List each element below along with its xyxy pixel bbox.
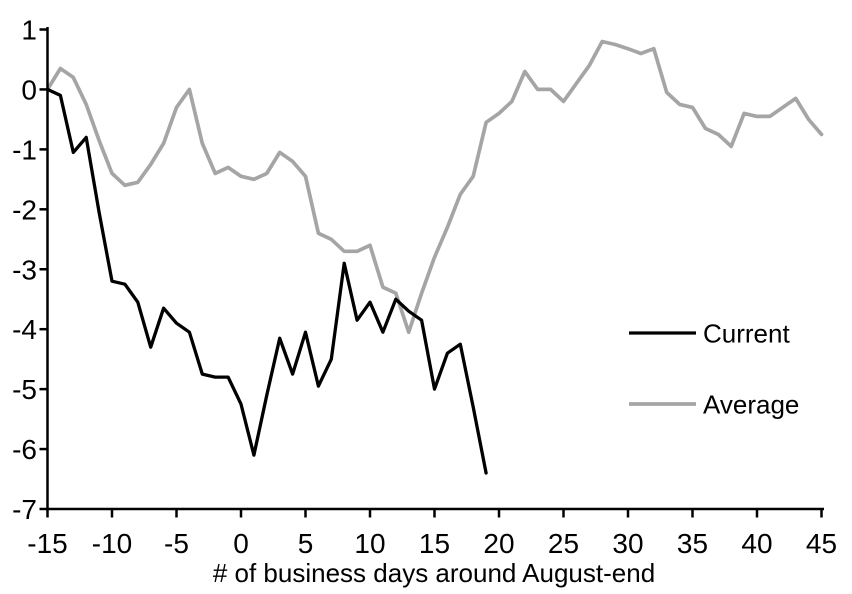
series-line-current [45, 87, 488, 475]
y-tick-label: 1 [21, 15, 37, 46]
tick-labels: 10-1-2-3-4-5-6-7-15 -10 -5 0 5 10 15 20 25 30 35 40… [12, 15, 837, 560]
x-tick-label: 40 [741, 528, 772, 559]
x-tick-label: 10 [354, 528, 385, 559]
y-tick-label: 0 [21, 74, 37, 105]
x-axis-title: # of business days around August-end [213, 558, 655, 588]
y-tick-label: -2 [12, 194, 37, 225]
legend-label-average: Average [703, 390, 799, 420]
y-tick-label: -7 [12, 494, 37, 525]
series-lines [45, 39, 824, 475]
axes [39, 27, 824, 518]
series-line-average [45, 39, 824, 335]
y-tick-label: -3 [12, 254, 37, 285]
y-tick-label: -4 [12, 314, 37, 345]
x-tick-label: -5 [164, 528, 189, 559]
x-tick-label: -10 [92, 528, 132, 559]
x-tick-label: 25 [548, 528, 579, 559]
x-tick-label: 20 [483, 528, 514, 559]
y-tick-label: -5 [12, 374, 37, 405]
x-tick-label: -15 [27, 528, 67, 559]
legend-label-current: Current [703, 319, 790, 349]
x-tick-label: 45 [806, 528, 837, 559]
y-tick-label: -6 [12, 434, 37, 465]
x-tick-label: 5 [298, 528, 314, 559]
legend: Current Average [629, 319, 799, 420]
x-tick-label: 30 [612, 528, 643, 559]
x-tick-label: 35 [677, 528, 708, 559]
x-tick-label: 15 [419, 528, 450, 559]
x-tick-label: 0 [233, 528, 249, 559]
y-tick-label: -1 [12, 134, 37, 165]
